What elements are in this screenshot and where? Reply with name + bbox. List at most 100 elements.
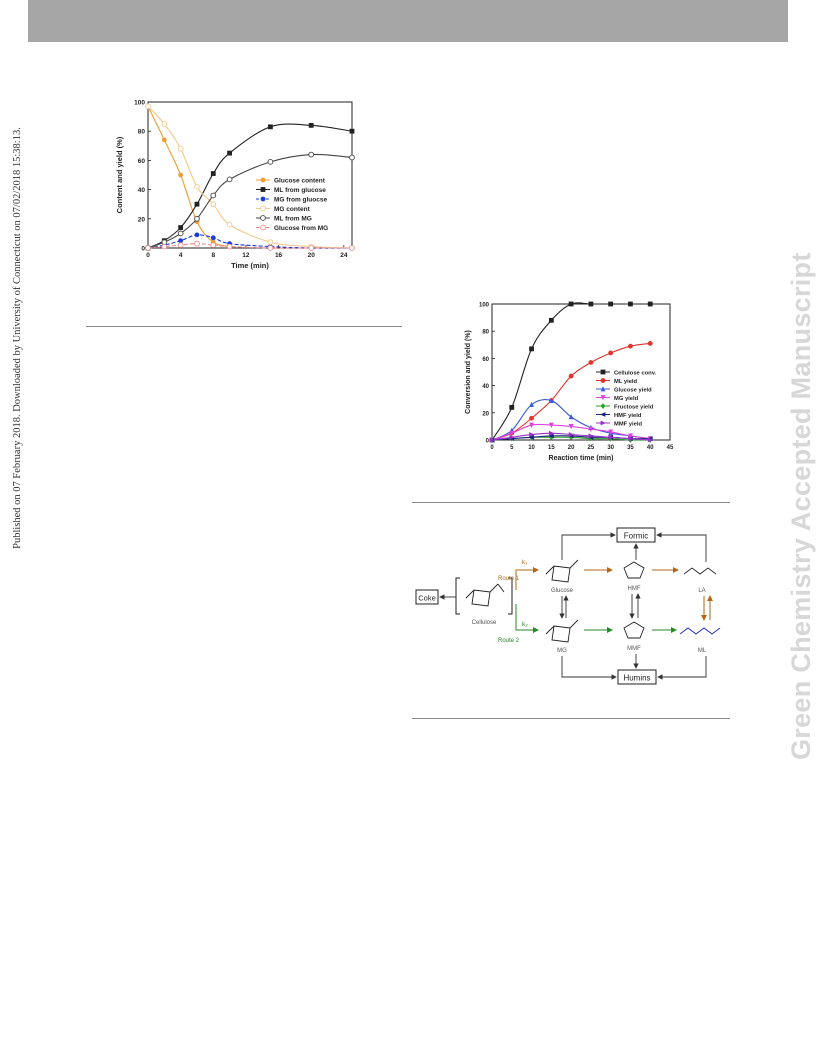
- chart-background: [456, 296, 686, 474]
- y-axis-label: Conversion and yield (%): [465, 330, 472, 414]
- data-point: [194, 201, 200, 207]
- data-point: [210, 242, 217, 248]
- arrow-mg-humins: [561, 656, 617, 680]
- data-point: [588, 426, 594, 433]
- reaction-scheme: Formic Humins Coke Cellulose k₁ Route 1 …: [412, 520, 728, 710]
- data-point: [509, 430, 515, 437]
- data-point: [628, 433, 633, 439]
- data-point: [608, 350, 614, 356]
- legend-label: Glucose yield: [614, 388, 652, 394]
- data-point: [308, 245, 315, 251]
- x-tick-label: 8: [211, 252, 215, 259]
- series-glucose-from-mg: [145, 240, 355, 251]
- data-point: [568, 413, 574, 420]
- humins-label: Humins: [623, 674, 650, 683]
- legend-marker: [600, 369, 606, 375]
- data-point: [548, 422, 554, 428]
- y-tick-label: 80: [138, 129, 146, 136]
- cellulose-bracket: [455, 577, 513, 615]
- arrow-ml-humins: [657, 656, 707, 680]
- y-tick-label: 100: [134, 100, 145, 107]
- data-point: [529, 432, 535, 437]
- divider-right-bottom: [412, 718, 730, 719]
- data-point: [548, 317, 554, 323]
- cellulose-label: Cellulose: [472, 620, 497, 626]
- legend: Glucose content ML from glucose MG from gl…: [256, 177, 328, 232]
- x-tick-label: 20: [568, 445, 575, 451]
- data-point: [349, 128, 355, 134]
- y-tick-label: 100: [479, 303, 490, 309]
- data-point: [161, 121, 168, 127]
- legend-marker: [600, 403, 606, 409]
- data-point: [628, 301, 633, 307]
- data-point: [628, 343, 633, 349]
- data-point: [308, 122, 314, 128]
- glucose-label: Glucose: [551, 588, 574, 594]
- legend-label: ML from MG: [274, 216, 312, 223]
- legend-label: Glucose from MG: [274, 225, 328, 232]
- la-label: LA: [698, 588, 705, 594]
- data-point: [588, 360, 594, 365]
- data-point: [568, 432, 575, 437]
- route2-k-label: k₂: [522, 621, 528, 628]
- series-line: [147, 243, 352, 249]
- data-point: [177, 145, 184, 152]
- data-point: [529, 401, 534, 408]
- x-axis-label: Reaction time (min): [549, 455, 614, 462]
- x-tick-label: 20: [308, 252, 316, 259]
- data-point: [194, 240, 200, 247]
- data-point: [509, 404, 515, 410]
- legend-marker: [600, 386, 606, 392]
- legend-label: MG content: [274, 206, 311, 213]
- data-point: [145, 103, 151, 110]
- legend-label: HMF yield: [614, 413, 642, 419]
- y-tick-label: 0: [486, 439, 490, 445]
- x-tick-label: 30: [607, 445, 614, 451]
- series-cellulose-conv-: [489, 301, 653, 443]
- x-tick-label: 0: [490, 445, 494, 451]
- legend-marker: [260, 177, 266, 183]
- mmf-ring: [623, 621, 645, 639]
- x-tick-label: 24: [340, 252, 348, 259]
- data-point: [210, 192, 217, 199]
- y-axis-label: Content and yield (%): [115, 136, 124, 213]
- divider-left: [86, 326, 402, 327]
- chart-cellulose-conversion: 0 5 10 15 20 25 30 35 40 45 0 20 40 60 80 100 Reaction t…: [456, 296, 686, 474]
- arrow-la-formic: [656, 532, 707, 562]
- data-point: [161, 243, 168, 250]
- chart-background: [108, 88, 372, 286]
- mmf-label: MMF: [627, 646, 641, 652]
- data-point: [267, 159, 274, 165]
- data-point: [267, 239, 274, 246]
- la-structure: [683, 567, 717, 575]
- data-point: [145, 245, 151, 251]
- y-tick-label: 60: [482, 357, 489, 363]
- route1-label: Route 1: [498, 576, 520, 582]
- data-point: [647, 437, 654, 443]
- route2-label: Route 2: [498, 638, 520, 644]
- data-point: [210, 235, 216, 241]
- x-tick-label: 45: [667, 445, 674, 451]
- data-point: [529, 346, 534, 352]
- formic-label: Formic: [624, 532, 648, 541]
- x-tick-label: 5: [510, 445, 514, 451]
- chart-glucose-mg: 0 4 8 12 16 20 24 0 20 40 60 80 100 Time (min) Content…: [108, 88, 372, 286]
- data-point: [568, 301, 574, 307]
- coke-label: Coke: [418, 594, 436, 603]
- data-point: [548, 433, 554, 439]
- data-point: [194, 232, 200, 238]
- figure-kinetics-glucose-mg: 0 4 8 12 16 20 24 0 20 40 60 80 100 Time (min) Content…: [108, 88, 372, 286]
- legend-label: MG from gluocse: [274, 197, 327, 204]
- legend-marker: [260, 205, 266, 212]
- legend-marker: [260, 215, 266, 221]
- plot-frame: [147, 101, 353, 249]
- data-point: [548, 430, 555, 436]
- ml-structure: [679, 627, 721, 635]
- data-point: [268, 124, 273, 130]
- y-tick-label: 20: [138, 216, 146, 223]
- route1-k-label: k₁: [522, 559, 528, 566]
- data-point: [588, 435, 594, 442]
- data-point: [349, 245, 355, 251]
- legend-marker: [600, 420, 606, 426]
- data-point: [161, 137, 167, 143]
